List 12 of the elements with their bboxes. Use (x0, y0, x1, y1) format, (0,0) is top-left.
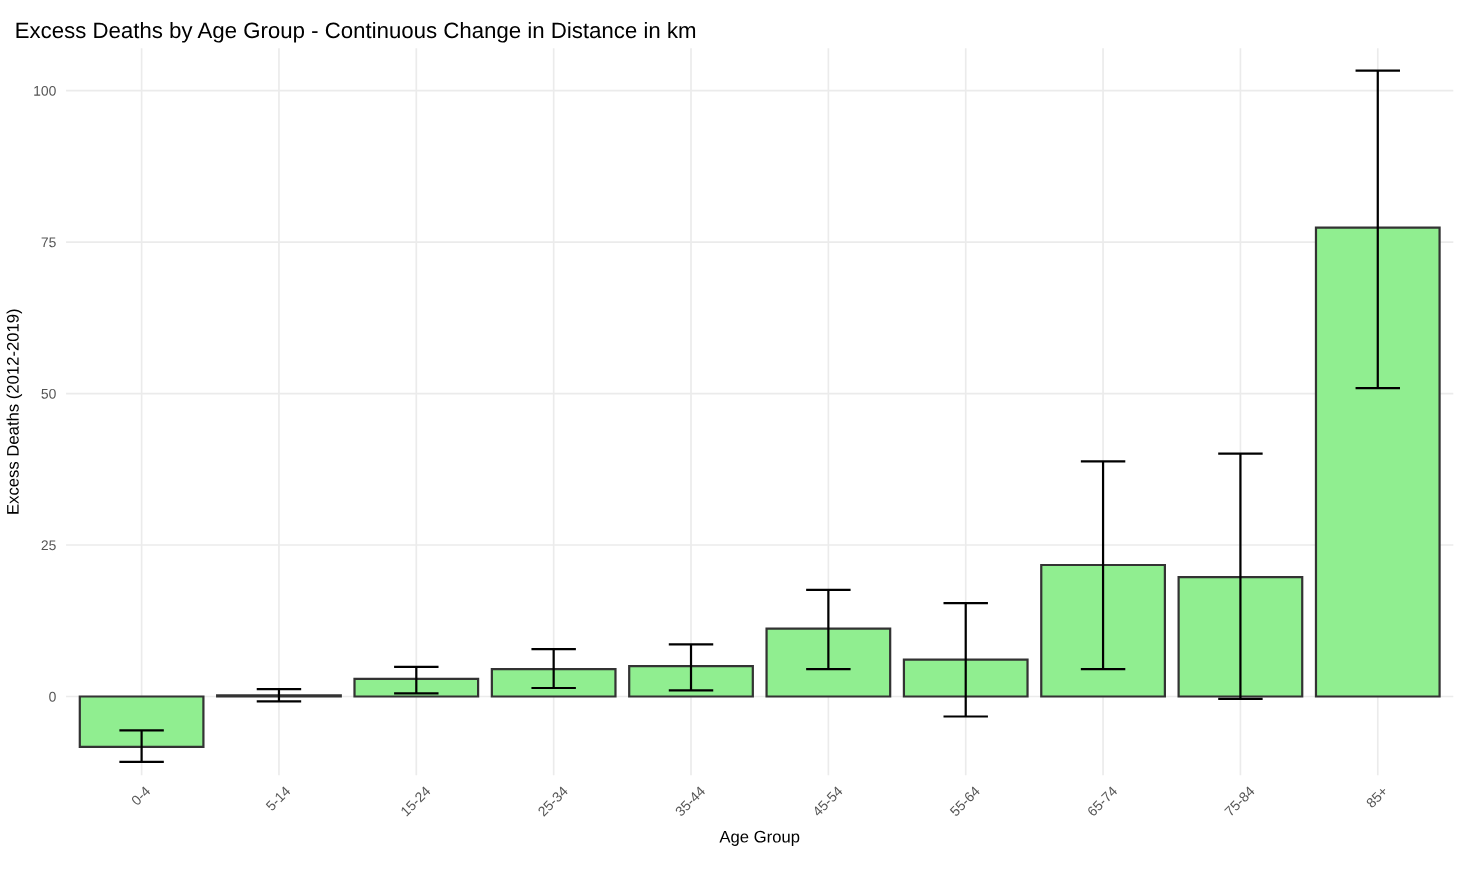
bar (78, 695, 205, 748)
x-axis-title: Age Group (719, 830, 800, 846)
bar (353, 677, 480, 698)
y-axis-title: Excess Deaths (2012-2019) (6, 309, 23, 514)
bar (765, 627, 892, 698)
chart-title: Excess Deaths by Age Group - Continuous Change in Distance in km (16, 21, 696, 43)
bar (628, 665, 754, 698)
bar (490, 668, 617, 698)
bar (1177, 576, 1304, 698)
bar (1040, 563, 1166, 698)
bar (902, 658, 1029, 698)
bar (1314, 226, 1441, 698)
